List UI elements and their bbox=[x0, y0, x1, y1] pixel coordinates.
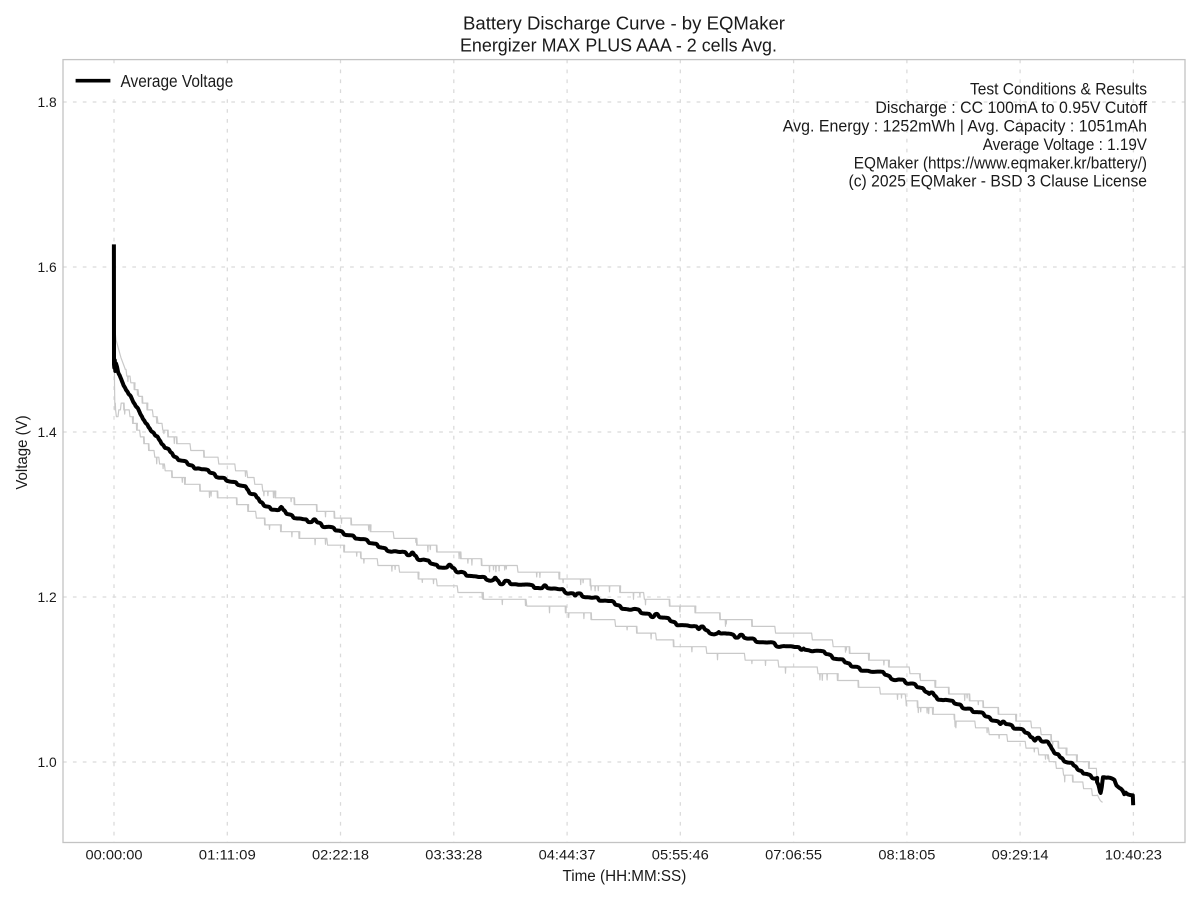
svg-text:Voltage (V): Voltage (V) bbox=[14, 415, 31, 489]
svg-text:Test Conditions & Results: Test Conditions & Results bbox=[970, 80, 1147, 99]
svg-text:08:18:05: 08:18:05 bbox=[878, 848, 935, 863]
svg-text:01:11:09: 01:11:09 bbox=[199, 848, 256, 863]
svg-text:05:55:46: 05:55:46 bbox=[652, 848, 709, 863]
svg-text:03:33:28: 03:33:28 bbox=[425, 848, 482, 863]
svg-text:07:06:55: 07:06:55 bbox=[765, 848, 822, 863]
svg-text:Avg. Energy : 1252mWh | Avg. C: Avg. Energy : 1252mWh | Avg. Capacity : … bbox=[783, 116, 1147, 135]
svg-text:Battery Discharge Curve - by E: Battery Discharge Curve - by EQMaker bbox=[463, 14, 785, 34]
svg-text:00:00:00: 00:00:00 bbox=[86, 848, 143, 863]
svg-text:02:22:18: 02:22:18 bbox=[312, 848, 369, 863]
svg-text:1.0: 1.0 bbox=[38, 755, 58, 770]
svg-text:Average Voltage : 1.19V: Average Voltage : 1.19V bbox=[983, 135, 1147, 154]
svg-text:EQMaker (https://www.eqmaker.k: EQMaker (https://www.eqmaker.kr/battery/… bbox=[854, 153, 1147, 172]
svg-text:Average Voltage: Average Voltage bbox=[121, 71, 234, 91]
svg-text:09:29:14: 09:29:14 bbox=[992, 848, 1049, 863]
svg-text:(c) 2025 EQMaker - BSD 3 Claus: (c) 2025 EQMaker - BSD 3 Clause License bbox=[849, 172, 1148, 191]
svg-text:Time (HH:MM:SS): Time (HH:MM:SS) bbox=[563, 868, 687, 885]
svg-text:Energizer MAX PLUS AAA - 2 cel: Energizer MAX PLUS AAA - 2 cells Avg. bbox=[460, 35, 777, 55]
svg-text:04:44:37: 04:44:37 bbox=[539, 848, 596, 863]
svg-text:Discharge : CC 100mA to 0.95V: Discharge : CC 100mA to 0.95V Cutoff bbox=[875, 98, 1147, 117]
svg-text:1.6: 1.6 bbox=[38, 260, 58, 275]
svg-text:1.8: 1.8 bbox=[38, 95, 58, 110]
svg-text:1.2: 1.2 bbox=[38, 590, 57, 605]
svg-text:1.4: 1.4 bbox=[38, 425, 58, 440]
svg-text:10:40:23: 10:40:23 bbox=[1105, 848, 1162, 863]
